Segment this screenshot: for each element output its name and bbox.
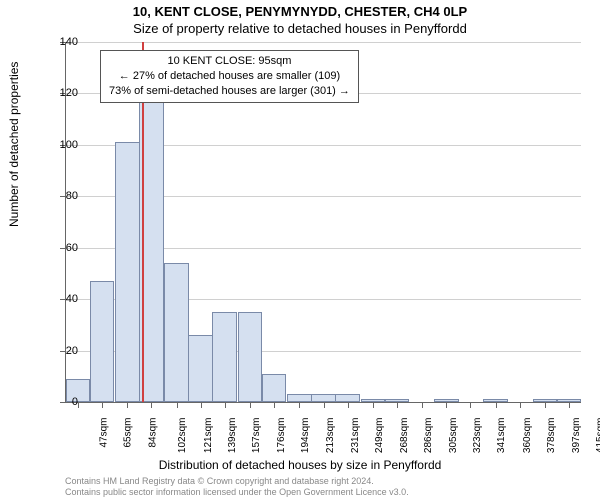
x-tick <box>569 402 570 408</box>
x-tick-label: 47sqm <box>99 418 110 448</box>
x-tick-label: 378sqm <box>546 418 557 454</box>
x-tick-label: 286sqm <box>423 418 434 454</box>
x-tick-label: 213sqm <box>326 418 337 454</box>
x-tick-label: 121sqm <box>203 418 214 454</box>
x-tick <box>348 402 349 408</box>
histogram-bar <box>164 263 189 402</box>
y-tick-label: 140 <box>48 36 78 48</box>
histogram-bar <box>311 394 336 402</box>
footer-line2: Contains public sector information licen… <box>65 487 409 497</box>
x-tick <box>324 402 325 408</box>
annotation-line3: 73% of semi-detached houses are larger (… <box>109 85 350 97</box>
x-tick <box>446 402 447 408</box>
y-tick-label: 120 <box>48 87 78 99</box>
x-tick <box>545 402 546 408</box>
histogram-bar <box>115 142 140 402</box>
x-tick <box>299 402 300 408</box>
x-tick-label: 305sqm <box>448 418 459 454</box>
x-tick <box>520 402 521 408</box>
x-tick <box>225 402 226 408</box>
y-tick-label: 20 <box>48 345 78 357</box>
x-tick-label: 84sqm <box>148 418 159 448</box>
x-tick-label: 231sqm <box>350 418 361 454</box>
annotation-box: 10 KENT CLOSE: 95sqm ← 27% of detached h… <box>100 50 359 103</box>
x-tick <box>151 402 152 408</box>
footer-line1: Contains HM Land Registry data © Crown c… <box>65 476 374 486</box>
y-tick-label: 80 <box>48 190 78 202</box>
x-tick-label: 249sqm <box>374 418 385 454</box>
x-tick <box>373 402 374 408</box>
x-tick-label: 176sqm <box>276 418 287 454</box>
histogram-bar <box>188 335 213 402</box>
x-tick <box>102 402 103 408</box>
x-tick <box>201 402 202 408</box>
chart-title: 10, KENT CLOSE, PENYMYNYDD, CHESTER, CH4… <box>0 0 600 38</box>
x-tick <box>470 402 471 408</box>
histogram-bar <box>90 281 115 402</box>
histogram-bar <box>287 394 312 402</box>
histogram-bar <box>212 312 237 402</box>
x-tick <box>274 402 275 408</box>
x-tick <box>397 402 398 408</box>
y-tick-label: 0 <box>48 396 78 408</box>
histogram-bar <box>238 312 263 402</box>
y-tick-label: 40 <box>48 293 78 305</box>
histogram-bar <box>262 374 287 402</box>
x-tick-label: 194sqm <box>300 418 311 454</box>
x-tick-label: 415sqm <box>595 418 600 454</box>
x-tick <box>422 402 423 408</box>
y-axis-label: Number of detached properties <box>7 62 21 227</box>
annotation-line2: ← 27% of detached houses are smaller (10… <box>119 70 340 82</box>
x-tick <box>127 402 128 408</box>
x-tick-label: 341sqm <box>496 418 507 454</box>
x-tick-label: 139sqm <box>227 418 238 454</box>
x-tick-label: 397sqm <box>571 418 582 454</box>
x-tick <box>177 402 178 408</box>
y-tick-label: 100 <box>48 139 78 151</box>
x-tick-label: 102sqm <box>177 418 188 454</box>
x-axis-label: Distribution of detached houses by size … <box>0 458 600 472</box>
x-tick-label: 323sqm <box>472 418 483 454</box>
x-tick <box>496 402 497 408</box>
histogram-bar <box>335 394 360 402</box>
x-tick-label: 157sqm <box>251 418 262 454</box>
x-tick-label: 360sqm <box>522 418 533 454</box>
title-line1: 10, KENT CLOSE, PENYMYNYDD, CHESTER, CH4… <box>133 4 467 19</box>
x-tick <box>250 402 251 408</box>
footer-text: Contains HM Land Registry data © Crown c… <box>65 476 409 499</box>
x-tick-label: 268sqm <box>399 418 410 454</box>
annotation-line1: 10 KENT CLOSE: 95sqm <box>168 55 292 67</box>
title-line2: Size of property relative to detached ho… <box>133 21 467 36</box>
x-tick <box>78 402 79 408</box>
y-tick-label: 60 <box>48 242 78 254</box>
x-tick-label: 65sqm <box>123 418 134 448</box>
